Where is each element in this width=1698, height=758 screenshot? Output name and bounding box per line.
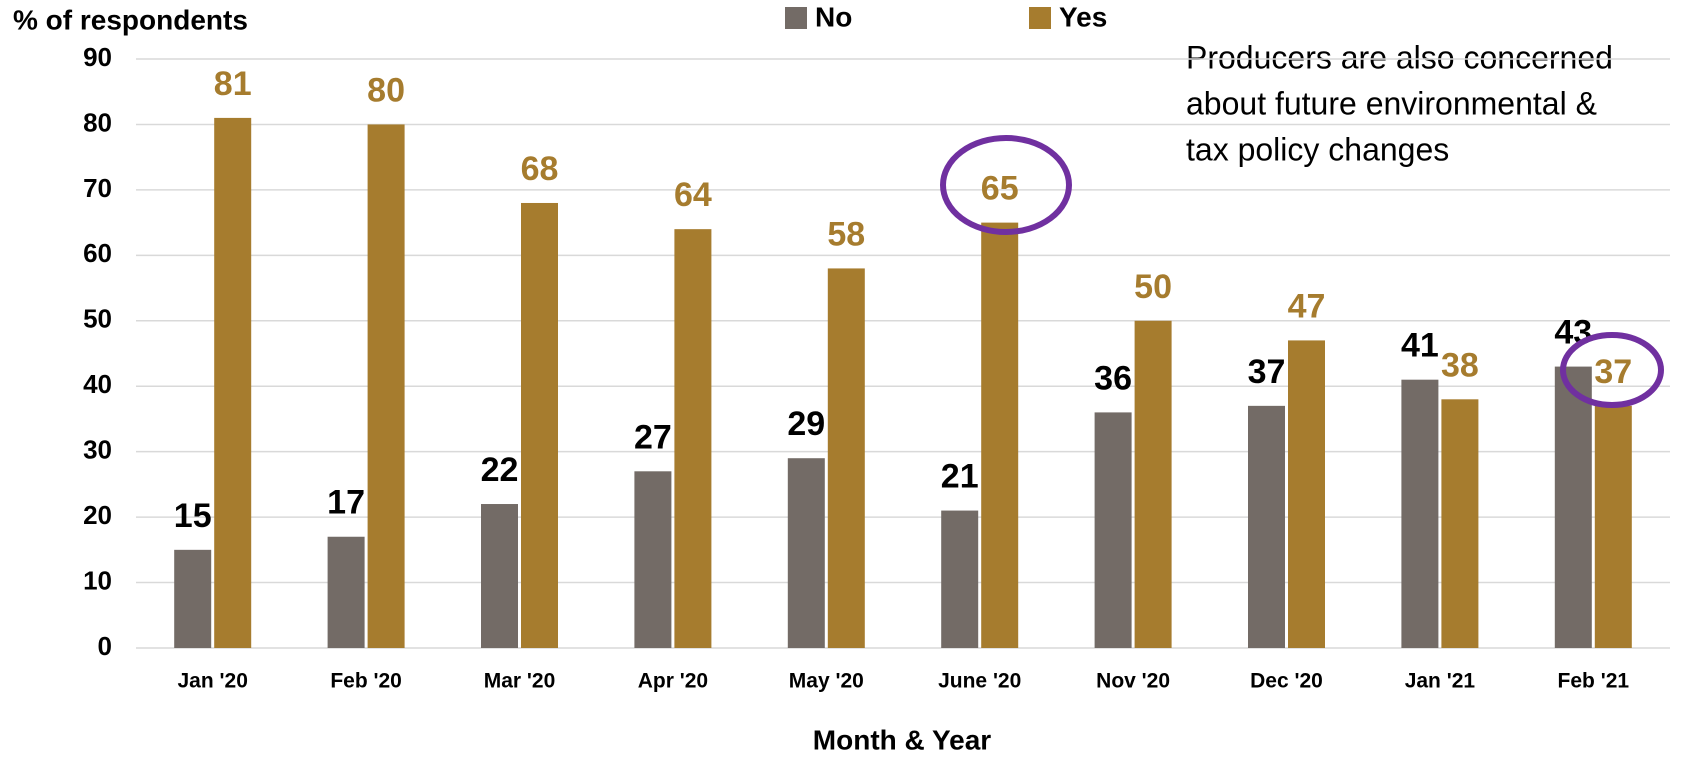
y-tick-label: 20 bbox=[83, 500, 112, 530]
value-label: 22 bbox=[481, 451, 519, 489]
bar bbox=[827, 268, 865, 648]
value-label: 65 bbox=[981, 170, 1019, 208]
y-tick-label: 10 bbox=[83, 565, 112, 595]
bar bbox=[787, 458, 825, 648]
y-tick-label: 30 bbox=[83, 435, 112, 465]
value-label: 37 bbox=[1248, 353, 1286, 391]
y-tick-label: 60 bbox=[83, 238, 112, 268]
x-tick-label: June '20 bbox=[938, 670, 1021, 693]
highlight-circle bbox=[1560, 332, 1664, 408]
bar bbox=[674, 229, 712, 648]
value-label: 41 bbox=[1401, 327, 1439, 365]
value-label: 68 bbox=[521, 150, 559, 188]
annotation-line: about future environmental & bbox=[1186, 85, 1597, 121]
bar bbox=[174, 549, 212, 648]
bar bbox=[1288, 340, 1325, 648]
bar bbox=[521, 202, 558, 648]
bar bbox=[327, 536, 365, 648]
bar bbox=[634, 471, 672, 648]
value-label: 64 bbox=[674, 176, 712, 214]
x-tick-label: Apr '20 bbox=[638, 670, 708, 693]
annotation-line: tax policy changes bbox=[1186, 131, 1449, 167]
x-axis-title: Month & Year bbox=[813, 724, 992, 755]
highlight-circle bbox=[940, 135, 1072, 235]
legend-swatch bbox=[785, 7, 807, 29]
bar bbox=[941, 510, 979, 648]
bar bbox=[367, 124, 405, 648]
value-label: 50 bbox=[1134, 268, 1172, 306]
bar bbox=[1401, 379, 1439, 648]
bar bbox=[1094, 412, 1132, 648]
y-axis-title: % of respondents bbox=[13, 4, 248, 35]
value-label: 17 bbox=[327, 484, 365, 522]
value-label: 15 bbox=[174, 497, 212, 535]
bar bbox=[1248, 405, 1285, 648]
bar bbox=[214, 117, 252, 648]
legend-swatch bbox=[1029, 7, 1051, 29]
value-label: 27 bbox=[634, 418, 672, 456]
legend-label: No bbox=[815, 1, 852, 32]
x-tick-label: Feb '21 bbox=[1558, 670, 1630, 693]
value-label: 81 bbox=[214, 65, 252, 103]
y-tick-label: 70 bbox=[83, 173, 112, 203]
x-tick-label: Jan '21 bbox=[1405, 670, 1476, 693]
bar bbox=[1134, 320, 1172, 648]
y-tick-label: 50 bbox=[83, 304, 112, 334]
value-label: 21 bbox=[941, 458, 979, 496]
bar bbox=[981, 222, 1019, 648]
value-label: 29 bbox=[787, 405, 825, 443]
annotation-line: Producers are also concerned bbox=[1186, 39, 1613, 75]
y-tick-label: 80 bbox=[83, 107, 112, 137]
y-tick-label: 40 bbox=[83, 369, 112, 399]
x-tick-label: Nov '20 bbox=[1096, 670, 1170, 693]
x-tick-label: Jan '20 bbox=[178, 670, 248, 693]
x-tick-label: Dec '20 bbox=[1250, 670, 1323, 693]
y-tick-label: 0 bbox=[98, 631, 112, 661]
x-tick-label: Mar '20 bbox=[484, 670, 556, 693]
bar bbox=[1441, 399, 1479, 648]
bar bbox=[481, 504, 518, 648]
plot: 0 10 20 30 40 50 60 70 80 90 No Yes Jan '20 15 81 Feb '… bbox=[83, 1, 1670, 693]
bar bbox=[1594, 405, 1632, 648]
y-tick-label: 90 bbox=[83, 42, 112, 72]
x-tick-label: Feb '20 bbox=[330, 670, 402, 693]
value-label: 36 bbox=[1094, 359, 1132, 397]
bar bbox=[1554, 366, 1592, 648]
value-label: 47 bbox=[1288, 287, 1326, 325]
value-label: 37 bbox=[1594, 353, 1632, 391]
x-tick-label: May '20 bbox=[789, 670, 864, 693]
value-label: 38 bbox=[1441, 346, 1479, 384]
legend-label: Yes bbox=[1059, 1, 1107, 32]
value-label: 80 bbox=[367, 71, 405, 109]
value-label: 58 bbox=[827, 215, 865, 253]
